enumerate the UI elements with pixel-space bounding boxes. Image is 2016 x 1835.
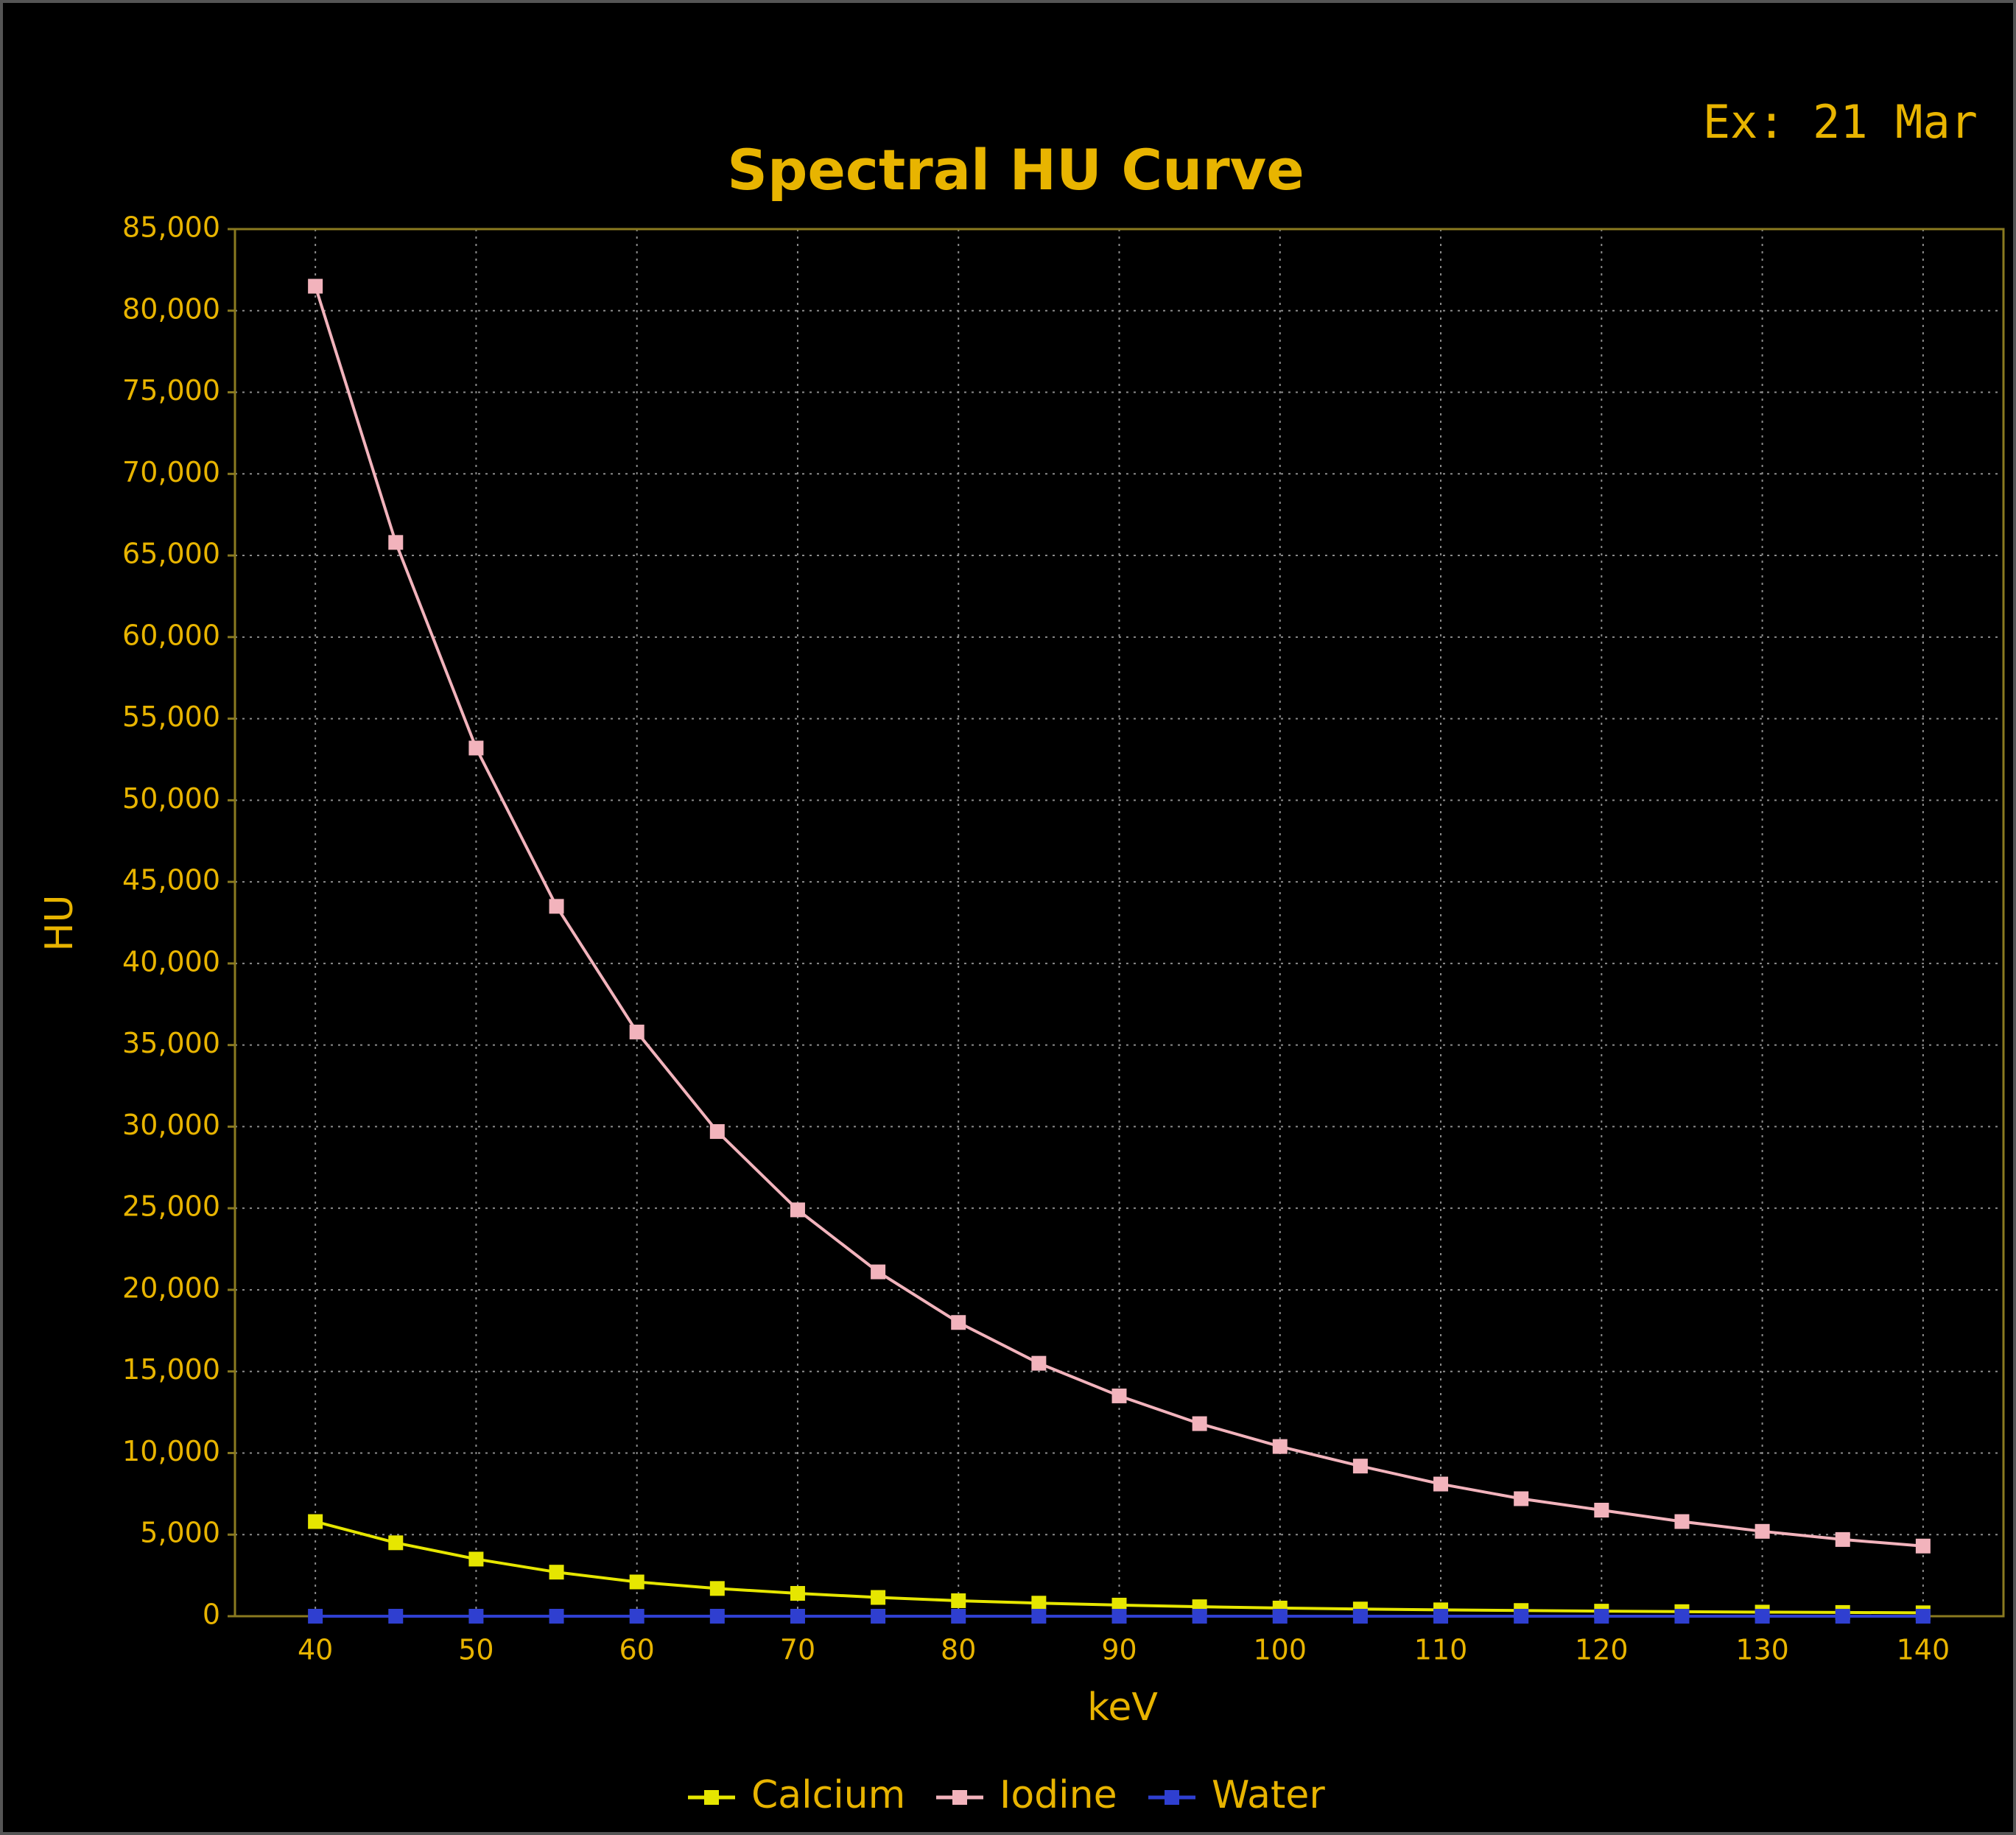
- point: [1514, 1609, 1529, 1624]
- y-tick-label: 45,000: [122, 864, 220, 897]
- point: [790, 1202, 805, 1218]
- point: [1755, 1523, 1770, 1539]
- point: [388, 1609, 404, 1624]
- point: [1915, 1609, 1931, 1624]
- point: [549, 1609, 564, 1624]
- point: [1594, 1609, 1609, 1624]
- point: [871, 1590, 886, 1605]
- y-axis-label: HU: [38, 894, 82, 951]
- point: [709, 1581, 725, 1596]
- y-tick-label: 85,000: [122, 211, 220, 244]
- point: [709, 1124, 725, 1140]
- y-tick-label: 50,000: [122, 782, 220, 815]
- x-tick-label: 50: [458, 1634, 494, 1666]
- point: [1915, 1538, 1931, 1554]
- point: [468, 1551, 484, 1567]
- y-tick-label: 40,000: [122, 945, 220, 978]
- point: [1835, 1531, 1850, 1547]
- y-tick-label: 0: [203, 1599, 220, 1631]
- y-tick-label: 15,000: [122, 1353, 220, 1386]
- y-tick-label: 25,000: [122, 1190, 220, 1223]
- point: [629, 1574, 645, 1590]
- point: [388, 535, 404, 550]
- point: [951, 1609, 966, 1624]
- point: [1192, 1609, 1207, 1624]
- legend-label: Iodine: [1000, 1773, 1117, 1817]
- legend-marker: [1165, 1790, 1179, 1805]
- x-tick-label: 40: [298, 1634, 333, 1666]
- point: [468, 740, 484, 756]
- y-tick-label: 60,000: [122, 619, 220, 651]
- point: [951, 1593, 966, 1608]
- x-tick-label: 60: [619, 1634, 655, 1666]
- point: [1352, 1459, 1368, 1474]
- point: [1433, 1476, 1449, 1492]
- x-tick-label: 140: [1897, 1634, 1950, 1666]
- x-axis-label: keV: [1087, 1685, 1158, 1730]
- point: [549, 1565, 564, 1580]
- point: [871, 1264, 886, 1280]
- point: [1031, 1609, 1047, 1624]
- point: [1111, 1609, 1127, 1624]
- point: [308, 1609, 323, 1624]
- point: [1674, 1514, 1690, 1529]
- legend-marker: [704, 1790, 719, 1805]
- point: [1433, 1609, 1449, 1624]
- grid: 0 5,000 10,000 15,000 20,000 25,000 30,000 35,0…: [122, 211, 2005, 1666]
- point: [1352, 1609, 1368, 1624]
- point: [629, 1024, 645, 1039]
- point: [308, 278, 323, 294]
- point: [1514, 1491, 1529, 1506]
- point: [1111, 1597, 1127, 1613]
- x-tick-label: 120: [1575, 1634, 1629, 1666]
- chart-title: Spectral HU Curve: [727, 137, 1304, 203]
- plot: [308, 278, 1931, 1624]
- point: [790, 1609, 805, 1624]
- y-tick-label: 75,000: [122, 374, 220, 407]
- point: [1272, 1609, 1288, 1624]
- point: [1272, 1439, 1288, 1454]
- point: [1031, 1355, 1047, 1371]
- point: [1835, 1609, 1850, 1624]
- legend-marker: [952, 1790, 967, 1805]
- annotation: Ex: 21 Mar: [1703, 95, 1978, 149]
- point: [308, 1514, 323, 1529]
- legend: Calcium Iodine Water: [688, 1773, 1325, 1817]
- point: [1755, 1609, 1770, 1624]
- point: [388, 1535, 404, 1551]
- x-tick-label: 100: [1254, 1634, 1307, 1666]
- point: [1192, 1416, 1207, 1431]
- point: [549, 899, 564, 914]
- point: [468, 1609, 484, 1624]
- x-tick-label: 80: [941, 1634, 976, 1666]
- y-tick-label: 35,000: [122, 1027, 220, 1059]
- y-tick-label: 70,000: [122, 456, 220, 488]
- point: [629, 1609, 645, 1624]
- point: [790, 1585, 805, 1601]
- point: [709, 1609, 725, 1624]
- x-tick-label: 70: [780, 1634, 815, 1666]
- legend-label: Water: [1212, 1773, 1325, 1817]
- point: [1031, 1596, 1047, 1611]
- y-tick-label: 30,000: [122, 1109, 220, 1141]
- x-tick-label: 90: [1101, 1634, 1137, 1666]
- point: [871, 1609, 886, 1624]
- point: [1111, 1388, 1127, 1403]
- x-tick-label: 110: [1414, 1634, 1468, 1666]
- point: [951, 1315, 966, 1330]
- point: [1594, 1503, 1609, 1518]
- y-tick-label: 20,000: [122, 1271, 220, 1304]
- point: [1674, 1609, 1690, 1624]
- y-tick-label: 80,000: [122, 292, 220, 325]
- y-tick-label: 65,000: [122, 538, 220, 570]
- x-tick-label: 130: [1735, 1634, 1789, 1666]
- y-tick-label: 55,000: [122, 701, 220, 733]
- legend-label: Calcium: [751, 1773, 905, 1817]
- y-tick-label: 10,000: [122, 1435, 220, 1467]
- y-tick-label: 5,000: [140, 1517, 220, 1549]
